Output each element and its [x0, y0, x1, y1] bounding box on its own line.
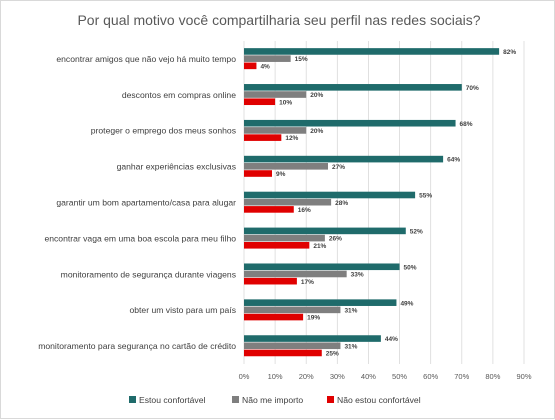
- bar: [244, 127, 307, 134]
- data-label: 70%: [466, 85, 479, 92]
- bar: [244, 335, 381, 342]
- bar: [244, 62, 257, 70]
- bar: [244, 191, 416, 199]
- data-label: 19%: [307, 315, 320, 322]
- data-label: 17%: [301, 279, 314, 286]
- data-label: 28%: [335, 200, 348, 207]
- legend-label: Não me importo: [242, 395, 303, 405]
- bar: [244, 349, 322, 357]
- x-tick-label: 60%: [423, 372, 438, 381]
- x-tick-label: 10%: [268, 372, 283, 381]
- bar: [244, 313, 304, 321]
- bar: [244, 48, 500, 55]
- bar: [244, 170, 272, 177]
- data-label: 82%: [503, 49, 516, 56]
- bar: [244, 198, 332, 206]
- data-label: 50%: [404, 264, 417, 271]
- bar: [244, 98, 276, 106]
- x-tick-label: 90%: [516, 372, 531, 381]
- data-label: 15%: [295, 56, 308, 63]
- bar: [244, 155, 444, 163]
- bar: [244, 234, 325, 242]
- data-label: 31%: [344, 307, 357, 314]
- bar: [244, 55, 291, 62]
- x-tick-label: 20%: [299, 372, 314, 381]
- data-label: 52%: [410, 228, 423, 235]
- bar: [244, 263, 400, 271]
- bars: [244, 48, 500, 357]
- category-label: garantir um bom apartamento/casa para al…: [56, 198, 236, 208]
- legend-swatch: [129, 396, 136, 403]
- category-label: proteger o emprego dos meus sonhos: [91, 126, 236, 136]
- bar: [244, 270, 347, 278]
- data-label: 49%: [400, 300, 413, 307]
- data-label: 16%: [298, 207, 311, 214]
- legend-swatch: [327, 396, 334, 403]
- category-labels: encontrar amigos que não vejo há muito t…: [38, 54, 236, 351]
- data-label: 21%: [313, 243, 326, 250]
- bar: [244, 306, 341, 314]
- x-tick-label: 40%: [361, 372, 376, 381]
- x-tick-label: 50%: [392, 372, 407, 381]
- category-label: encontrar amigos que não vejo há muito t…: [56, 54, 236, 64]
- bar: [244, 134, 282, 141]
- bar: [244, 227, 406, 235]
- data-label: 44%: [385, 336, 398, 343]
- legend-label: Estou confortável: [139, 395, 205, 405]
- data-label: 20%: [310, 128, 323, 135]
- data-label: 26%: [329, 236, 342, 243]
- category-label: monitoramento para segurança no cartão d…: [38, 341, 236, 351]
- bar: [244, 241, 310, 249]
- data-label: 25%: [326, 351, 339, 358]
- data-label: 64%: [447, 157, 460, 164]
- x-tick-label: 30%: [330, 372, 345, 381]
- bar: [244, 206, 294, 213]
- data-label: 33%: [351, 272, 364, 279]
- category-label: descontos em compras online: [122, 90, 236, 100]
- data-label: 27%: [332, 164, 345, 171]
- data-label: 31%: [344, 343, 357, 350]
- x-tick-label: 70%: [454, 372, 469, 381]
- bar: [244, 91, 307, 98]
- legend-label: Não estou confortável: [337, 395, 421, 405]
- x-axis-ticks: 0% 10% 20% 30% 40% 50% 60% 70% 80% 90%: [239, 372, 532, 381]
- data-labels: 82% 15% 4% 70% 20% 10% 68% 20% 12% 64% 27% 9% 55% 28%…: [260, 49, 516, 358]
- data-label: 10%: [279, 99, 292, 106]
- data-label: 12%: [285, 135, 298, 142]
- bar: [244, 299, 397, 306]
- bar: [244, 277, 297, 285]
- data-label: 9%: [276, 171, 286, 178]
- chart-title: Por qual motivo você compartilharia seu …: [77, 12, 480, 28]
- legend-swatch: [232, 396, 239, 403]
- legend: Estou confortável Não me importo Não estou…: [129, 395, 421, 405]
- data-label: 55%: [419, 193, 432, 200]
- bar: [244, 119, 456, 127]
- category-label: obter um visto para um país: [129, 305, 236, 315]
- bar: [244, 342, 341, 350]
- x-tick-label: 0%: [239, 372, 250, 381]
- data-label: 20%: [310, 92, 323, 99]
- data-label: 68%: [460, 121, 473, 128]
- x-tick-label: 80%: [485, 372, 500, 381]
- category-label: ganhar experiências exclusivas: [117, 162, 236, 172]
- category-label: encontrar vaga em uma boa escola para me…: [44, 233, 236, 243]
- bar: [244, 163, 328, 170]
- bar: [244, 84, 462, 91]
- data-label: 4%: [260, 63, 270, 70]
- category-label: monitoramento de segurança durante viage…: [61, 269, 236, 279]
